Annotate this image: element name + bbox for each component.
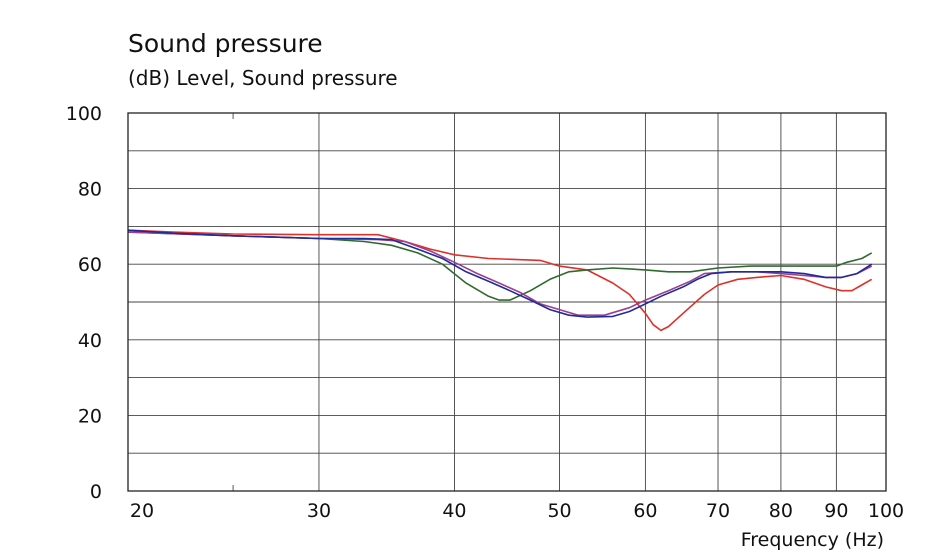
x-tick-label-100: 100 bbox=[868, 500, 904, 522]
grid bbox=[128, 113, 886, 491]
x-tick-label-40: 40 bbox=[442, 500, 466, 522]
x-tick-label-90: 90 bbox=[824, 500, 848, 522]
y-tick-label-100: 100 bbox=[66, 103, 102, 125]
x-tick-label-50: 50 bbox=[547, 500, 571, 522]
x-axis-label: Frequency (Hz) bbox=[741, 529, 884, 551]
plot-frame bbox=[127, 112, 887, 492]
y-tick-label-20: 20 bbox=[78, 405, 102, 427]
series-line-green bbox=[127, 231, 873, 301]
y-tick-label-0: 0 bbox=[90, 481, 102, 503]
x-tick-label-20: 20 bbox=[130, 500, 154, 522]
y-tick-label-60: 60 bbox=[78, 254, 102, 276]
series-line-blue bbox=[127, 229, 873, 318]
y-tick-label-40: 40 bbox=[78, 330, 102, 352]
x-tick-label-70: 70 bbox=[706, 500, 730, 522]
y-tick-label-80: 80 bbox=[78, 179, 102, 201]
x-tick-label-60: 60 bbox=[633, 500, 657, 522]
chart-title: Sound pressure bbox=[128, 29, 323, 58]
x-tick-label-30: 30 bbox=[307, 500, 331, 522]
x-tick-label-80: 80 bbox=[769, 500, 793, 522]
chart-subtitle: (dB) Level, Sound pressure bbox=[128, 66, 398, 90]
tick-labels: 0 20 40 60 80 100 20 30 40 50 60 70 80 90 100 bbox=[66, 103, 904, 522]
series-line-red bbox=[127, 229, 873, 332]
series-lines bbox=[127, 229, 873, 332]
series-line-purple bbox=[127, 231, 873, 316]
